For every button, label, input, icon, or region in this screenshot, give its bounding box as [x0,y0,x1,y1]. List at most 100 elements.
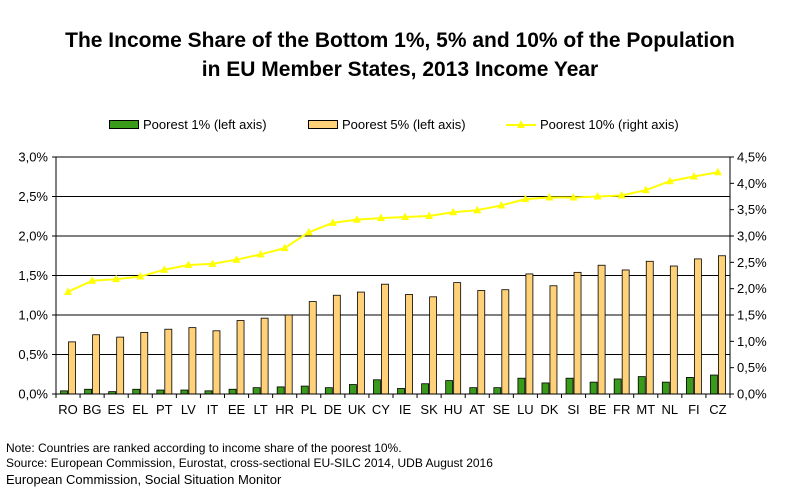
right-axis-tick-label: 3,0% [737,229,767,244]
x-axis-label-uk: UK [348,402,366,417]
bar-poorest-5-si [573,271,582,395]
point-poorest-10-si [569,193,578,201]
bar-poorest-1-se [493,387,502,395]
bar-poorest-1-sk [421,383,430,395]
point-poorest-10-pl [304,227,313,236]
bar-poorest-5-fr [621,269,630,395]
bar-poorest-1-lu [517,377,526,395]
bar-poorest-1-pl [300,385,309,395]
point-poorest-10-pt [160,265,169,273]
left-axis-tick-label: 2,0% [18,229,48,244]
x-axis-label-pt: PT [156,402,173,417]
x-axis-label-cy: CY [372,402,390,417]
bar-poorest-1-lt [252,387,261,395]
bar-poorest-1-nl [661,381,670,395]
x-axis-label-el: EL [132,402,148,417]
legend-label-poorest-5: Poorest 5% (left axis) [342,117,466,132]
right-axis-tick-label: 1,5% [737,308,767,323]
bar-poorest-1-uk [348,384,357,395]
right-axis-tick-label: 4,5% [737,150,767,165]
legend-item-poorest-10: Poorest 10% (right axis) [506,117,679,132]
x-axis-label-lt: LT [253,402,267,417]
point-poorest-10-nl [665,176,674,185]
x-axis-label-fr: FR [613,402,630,417]
point-poorest-10-dk [545,193,554,201]
chart-legend: Poorest 1% (left axis) Poorest 5% (left … [0,117,800,137]
bar-poorest-1-pt [156,389,165,395]
bar-poorest-5-pt [164,328,173,395]
point-poorest-10-es [112,274,121,283]
point-poorest-10-fi [689,171,698,180]
point-poorest-10-uk [352,215,361,223]
footer-text: European Commission, Social Situation Mo… [6,472,282,487]
bar-poorest-5-be [597,264,606,395]
bar-poorest-5-lv [188,327,197,395]
right-axis-tick-label: 0,5% [737,360,767,375]
x-axis-label-bg: BG [83,402,102,417]
x-axis-label-de: DE [324,402,342,417]
bar-poorest-5-es [116,336,125,395]
left-axis-tick-label: 3,0% [18,150,48,165]
point-poorest-10-de [328,218,337,226]
x-axis-label-at: AT [469,402,485,417]
x-axis-label-nl: NL [662,402,679,417]
point-poorest-10-cy [376,213,385,222]
x-axis-label-si: SI [567,402,579,417]
right-axis-tick-label: 3,5% [737,202,767,217]
bar-poorest-1-ee [228,388,237,395]
bar-poorest-1-lv [180,389,189,395]
source-text: Source: European Commission, Eurostat, c… [6,456,493,470]
left-axis-tick-label: 0,0% [18,387,48,402]
right-axis-tick-label: 2,5% [737,255,767,270]
point-poorest-10-fr [617,190,626,199]
bar-poorest-5-fi [693,258,702,395]
bar-poorest-5-de [332,294,341,395]
bar-poorest-1-be [589,381,598,395]
x-axis-label-it: IT [207,402,219,417]
bar-poorest-5-lt [260,317,269,395]
point-poorest-10-mt [641,185,650,194]
bar-poorest-1-si [565,377,574,395]
legend-marker-poorest-10 [506,119,536,131]
bar-poorest-5-cy [381,283,389,395]
bar-poorest-5-cz [718,255,726,395]
bar-poorest-1-at [469,387,478,395]
point-poorest-10-be [593,192,602,200]
chart-title: The Income Share of the Bottom 1%, 5% an… [0,26,800,84]
right-axis-tick-label: 1,0% [737,334,767,349]
x-axis-label-be: BE [589,402,607,417]
bar-poorest-5-dk [549,285,558,395]
x-axis-label-ro: RO [58,402,78,417]
x-axis-label-hr: HR [275,402,294,417]
x-axis-label-fi: FI [688,402,700,417]
note-text: Note: Countries are ranked according to … [6,441,402,455]
bar-poorest-5-uk [356,291,365,395]
x-axis-label-mt: MT [636,402,655,417]
point-poorest-10-ee [232,255,241,263]
bar-poorest-5-bg [92,334,101,395]
x-axis-label-lv: LV [181,402,196,417]
bar-poorest-5-hu [453,282,462,395]
bar-poorest-1-dk [541,382,550,395]
point-poorest-10-se [497,200,506,209]
legend-swatch-poorest-5 [308,120,338,129]
bar-poorest-5-ro [68,341,76,395]
chart-notes: Note: Countries are ranked according to … [6,441,493,487]
point-poorest-10-lv [184,260,193,268]
point-poorest-10-ro [64,287,73,295]
bar-poorest-5-mt [645,260,654,395]
bar-poorest-1-fi [685,377,694,395]
x-axis-label-ie: IE [399,402,412,417]
legend-swatch-poorest-1 [109,120,139,129]
point-poorest-10-it [208,259,217,267]
x-axis-label-sk: SK [420,402,438,417]
bar-poorest-5-ie [405,294,413,395]
left-axis-tick-label: 2,5% [18,189,48,204]
point-poorest-10-hu [449,207,458,216]
point-poorest-10-cz [713,167,722,176]
bar-poorest-1-de [324,387,333,395]
right-axis-tick-label: 2,0% [737,281,767,296]
bar-poorest-1-el [132,388,141,395]
bar-poorest-5-el [140,331,149,395]
